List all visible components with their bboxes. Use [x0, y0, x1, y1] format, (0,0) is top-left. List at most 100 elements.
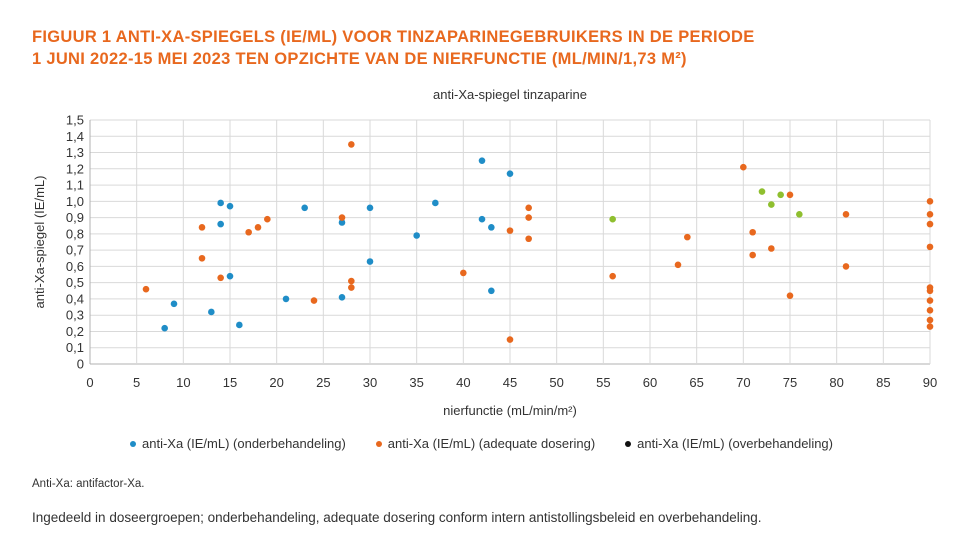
data-point-onderbehandeling — [366, 258, 374, 265]
data-point-onderbehandeling — [506, 170, 514, 177]
y-tick-label: 1,2 — [66, 161, 84, 176]
data-point-onderbehandeling — [338, 219, 346, 226]
legend-marker-overbehandeling — [625, 440, 632, 447]
y-tick-label: 0,1 — [66, 340, 84, 355]
data-point-adequate-dosering — [674, 261, 682, 269]
data-point-adequate-dosering — [684, 233, 691, 241]
legend-item-overbehandeling: anti-Xa (IE/mL) (overbehandeling) — [625, 436, 833, 451]
data-point-adequate-dosering — [198, 254, 206, 262]
data-point-unlabeled — [796, 211, 803, 218]
data-point-adequate-dosering — [338, 214, 346, 221]
x-tick-label: 30 — [363, 375, 377, 390]
data-point-adequate-dosering — [310, 297, 318, 304]
data-point-adequate-dosering — [609, 272, 616, 280]
y-tick-label: 1,5 — [66, 113, 84, 128]
data-point-adequate-dosering — [264, 215, 271, 223]
y-tick-label: 0,5 — [66, 275, 84, 290]
data-point-adequate-dosering — [926, 220, 934, 228]
y-tick-label: 1,4 — [66, 129, 84, 144]
x-axis-ticks: 0 5 10 15 20 25 30 35 40 45 50 55 60 65 70 75 80 85 90 — [86, 375, 937, 390]
data-point-unlabeled — [777, 191, 784, 199]
data-point-onderbehandeling — [226, 272, 234, 280]
data-point-unlabeled — [768, 201, 775, 208]
data-point-adequate-dosering — [926, 297, 934, 304]
x-tick-label: 60 — [643, 375, 657, 390]
data-point-onderbehandeling — [488, 287, 495, 295]
data-point-adequate-dosering — [348, 141, 355, 148]
y-tick-label: 0 — [77, 357, 84, 372]
x-tick-label: 85 — [876, 375, 890, 390]
chart-grid — [89, 119, 931, 365]
x-tick-label: 80 — [829, 375, 843, 390]
data-point-adequate-dosering — [245, 228, 252, 236]
data-point-onderbehandeling — [170, 300, 178, 308]
data-points — [142, 141, 934, 343]
scatter-chart: anti-Xa-spiegel tinzaparine 0 0,10,20,3 0,… — [32, 87, 937, 418]
y-tick-label: 1,1 — [66, 178, 84, 193]
legend-label-onderbehandeling: anti-Xa (IE/mL) (onderbehandeling) — [142, 436, 346, 451]
y-tick-label: 0,7 — [66, 243, 84, 258]
data-point-adequate-dosering — [217, 274, 224, 282]
y-tick-label: 0,6 — [66, 259, 84, 274]
data-point-adequate-dosering — [525, 214, 532, 221]
data-point-adequate-dosering — [786, 292, 794, 299]
data-point-onderbehandeling — [301, 204, 308, 212]
x-tick-label: 0 — [86, 375, 93, 390]
data-point-adequate-dosering — [506, 227, 514, 234]
data-point-adequate-dosering — [926, 287, 934, 295]
legend-marker-onderbehandeling — [130, 440, 136, 447]
x-tick-label: 65 — [689, 375, 703, 390]
y-tick-label: 0,3 — [66, 308, 84, 323]
data-point-adequate-dosering — [348, 277, 355, 285]
data-point-adequate-dosering — [768, 245, 775, 252]
y-tick-label: 0,9 — [66, 210, 84, 225]
data-point-adequate-dosering — [525, 204, 532, 212]
data-point-onderbehandeling — [217, 199, 224, 207]
data-point-onderbehandeling — [432, 199, 439, 207]
figure-title: FIGUUR 1 ANTI-XA-SPIEGELS (IE/ML) VOOR T… — [32, 26, 755, 70]
data-point-adequate-dosering — [460, 269, 467, 277]
data-point-adequate-dosering — [749, 251, 756, 259]
y-tick-label: 0,4 — [66, 291, 84, 306]
legend-marker-adequate-dosering — [375, 440, 382, 447]
chart-legend: anti-Xa (IE/mL) (onderbehandeling) anti-… — [0, 436, 963, 451]
data-point-onderbehandeling — [366, 204, 374, 212]
footnote: Anti-Xa: antifactor-Xa. — [32, 478, 145, 490]
data-point-onderbehandeling — [478, 157, 486, 164]
data-point-adequate-dosering — [786, 191, 794, 199]
x-tick-label: 90 — [923, 375, 937, 390]
caption: Ingedeeld in doseergroepen; onderbehande… — [32, 510, 762, 525]
x-tick-label: 25 — [316, 375, 330, 390]
data-point-onderbehandeling — [338, 294, 346, 301]
data-point-adequate-dosering — [926, 211, 934, 218]
y-tick-label: 1,3 — [66, 145, 84, 160]
x-tick-label: 45 — [503, 375, 517, 390]
legend-item-adequate-dosering: anti-Xa (IE/mL) (adequate dosering) — [375, 436, 595, 451]
data-point-unlabeled — [609, 215, 616, 223]
data-point-adequate-dosering — [926, 307, 934, 314]
x-tick-label: 55 — [596, 375, 610, 390]
data-point-onderbehandeling — [208, 308, 215, 316]
data-point-adequate-dosering — [348, 284, 355, 291]
data-point-adequate-dosering — [198, 224, 206, 231]
x-tick-label: 35 — [409, 375, 423, 390]
figure-title-line-1: FIGUUR 1 ANTI-XA-SPIEGELS (IE/ML) VOOR T… — [32, 28, 755, 46]
data-point-adequate-dosering — [254, 224, 262, 231]
data-point-onderbehandeling — [217, 220, 224, 228]
data-point-adequate-dosering — [842, 211, 850, 218]
data-point-onderbehandeling — [226, 202, 234, 210]
data-point-unlabeled — [758, 188, 766, 195]
data-point-adequate-dosering — [740, 163, 747, 171]
chart-title: anti-Xa-spiegel tinzaparine — [433, 87, 587, 102]
y-axis-label: anti-Xa-spiegel (IE/mL) — [32, 176, 47, 309]
legend-label-overbehandeling: anti-Xa (IE/mL) (overbehandeling) — [637, 436, 833, 451]
data-point-onderbehandeling — [236, 321, 243, 329]
data-point-onderbehandeling — [488, 224, 495, 231]
x-tick-label: 15 — [223, 375, 237, 390]
data-point-adequate-dosering — [749, 228, 756, 236]
x-axis-label: nierfunctie (mL/min/m²) — [443, 403, 577, 418]
x-tick-label: 20 — [269, 375, 283, 390]
data-point-adequate-dosering — [926, 243, 934, 251]
data-point-adequate-dosering — [842, 263, 850, 270]
x-tick-label: 40 — [456, 375, 470, 390]
